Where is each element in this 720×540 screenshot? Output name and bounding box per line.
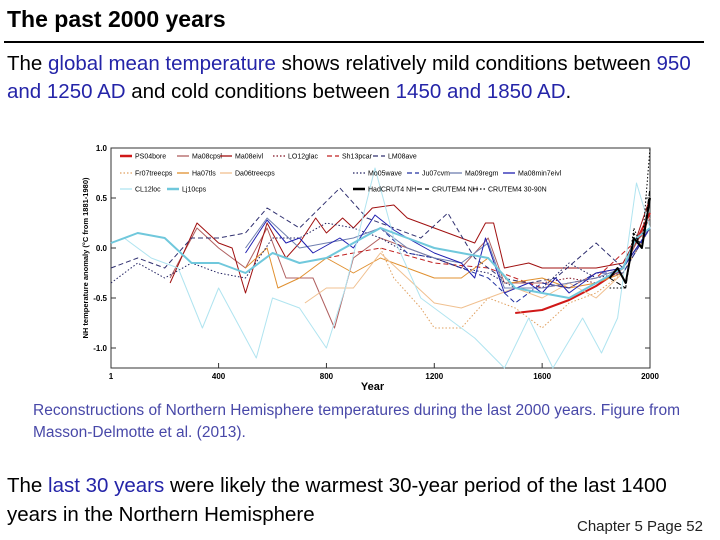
x-axis-label: Year [361, 381, 385, 393]
highlight: 950 and 1250 AD [7, 52, 691, 103]
text: . [565, 80, 572, 103]
legend-label: HadCRUT4 NH [368, 187, 416, 194]
highlight: 1450 and 1850 AD [395, 80, 566, 103]
series-line-cl12loc [110, 167, 651, 369]
series-line-ma09regm [245, 217, 651, 289]
title-divider [4, 41, 704, 43]
legend-label: Ma08min7eivl [518, 171, 562, 178]
series-line-lj10cps [110, 227, 651, 299]
legend-label: Lj10cps [182, 187, 207, 194]
legend-label: CL12loc [135, 187, 161, 194]
legend-label: LO12glac [288, 154, 318, 161]
y-tick-label: 1.0 [96, 144, 108, 153]
legend-label: Sh13pcar [342, 154, 373, 161]
legend-label: Ju07cvm [422, 171, 450, 178]
x-tick-label: 1 [109, 372, 114, 381]
text: shows relatively mild conditions between [275, 52, 657, 75]
series-line-crutem4-nh [609, 187, 651, 289]
y-axis-label: NH temperature anomaly (°C from 1881-198… [81, 177, 90, 338]
series-line-da06treecps [304, 227, 651, 309]
figure-caption: Reconstructions of Northern Hemisphere t… [33, 402, 680, 441]
text: and cold conditions between [125, 80, 396, 103]
x-tick-label: 400 [212, 372, 226, 381]
highlight: global mean temperature [48, 52, 276, 75]
legend-label: Ma08eivl [235, 154, 263, 161]
conclusion-paragraph: The last 30 years were likely the warmes… [7, 471, 697, 529]
x-tick-label: 2000 [641, 372, 659, 381]
page-number: Chapter 5 Page 52 [577, 518, 703, 535]
legend-label: LM08ave [388, 154, 417, 161]
text: The [7, 52, 49, 75]
legend-label: CRUTEM4 30-90N [488, 187, 547, 194]
legend-label: Fr07treecps [135, 171, 173, 178]
legend-label: Ma09regm [465, 171, 499, 178]
legend-label: Da06treecps [235, 171, 275, 178]
legend-label: CRUTEM4 NH [432, 187, 478, 194]
y-tick-label: -0.5 [93, 294, 107, 303]
series-line-ju07cvm [380, 227, 651, 304]
x-tick-label: 800 [320, 372, 334, 381]
series-line-ma08min7eivl [245, 214, 651, 294]
x-tick-label: 1600 [533, 372, 551, 381]
y-tick-label: 0.0 [96, 244, 108, 253]
intro-paragraph: The global mean temperature shows relati… [7, 50, 717, 106]
highlight: last 30 years [48, 474, 165, 497]
text: were likely the warmest 30-year period o… [7, 474, 667, 526]
series-line-ma08cpsl [169, 217, 651, 329]
x-tick-label: 1200 [425, 372, 443, 381]
legend-label: Ha07tls [192, 171, 216, 178]
legend-label: Ma08cpsl [192, 154, 222, 161]
slide-title: The past 2000 years [7, 6, 226, 32]
y-tick-label: 0.5 [96, 194, 108, 203]
series-line-crutem4-30-90n [609, 147, 651, 289]
y-tick-label: -1.0 [93, 344, 107, 353]
text: The [7, 474, 49, 497]
legend-label: PS04bore [135, 154, 166, 161]
legend-label: Mo05wave [368, 171, 402, 178]
